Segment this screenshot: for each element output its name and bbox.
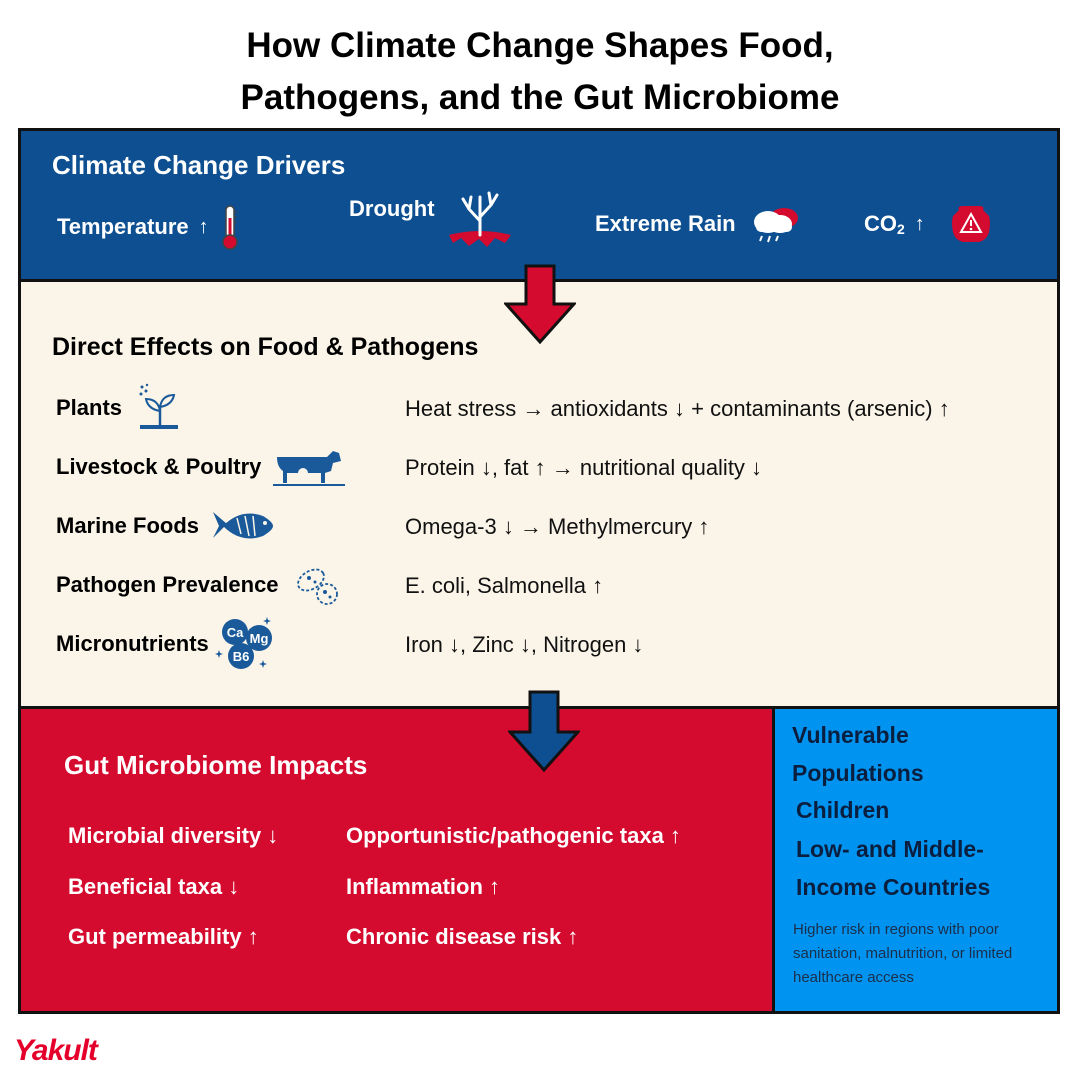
dead-tree-icon (448, 191, 511, 247)
driver-label: Extreme Rain (595, 211, 736, 236)
row-label: Micronutrients (56, 631, 209, 656)
title-line-2: Pathogens, and the Gut Microbiome (240, 78, 840, 117)
row-label: Marine Foods (56, 513, 200, 538)
vulnerable-heading: Vulnerable Populations (792, 722, 924, 786)
vulnerable-populations-panel (772, 706, 1060, 1014)
gut-impacts-panel (18, 706, 775, 1014)
driver-extreme-rain: Extreme Rain (595, 204, 802, 244)
driver-label: Temperature (57, 214, 189, 239)
vulnerable-note: Higher risk in regions with poor sanitat… (793, 921, 1013, 986)
climate-drivers-panel (18, 128, 1060, 282)
drivers-heading: Climate Change Drivers (52, 150, 346, 180)
gut-impact-item: Microbial diversity ↓ (68, 823, 279, 848)
effect-text-plants: Heat stress → antioxidants ↓ + contamina… (405, 396, 950, 421)
mineral-b6-label: B6 (232, 649, 249, 664)
page-title: How Climate Change Shapes Food, Pathogen… (0, 20, 1080, 124)
gut-impact-item: Chronic disease risk ↑ (346, 924, 579, 949)
effect-text-micronutrients: Iron ↓, Zinc ↓, Nitrogen ↓ (405, 632, 644, 657)
rain-cloud-icon (753, 208, 798, 243)
down-arrow-blue-icon (508, 690, 580, 772)
gut-heading: Gut Microbiome Impacts (64, 750, 368, 780)
up-arrow-icon: ↑ (914, 212, 925, 235)
gut-impact-item: Gut permeability ↑ (68, 924, 259, 949)
row-label: Livestock & Poultry (56, 454, 262, 479)
livestock-icon (273, 451, 346, 486)
yakult-logo: Yakult (14, 1034, 98, 1067)
fish-icon (213, 512, 274, 539)
direct-effects-panel (18, 279, 1060, 709)
driver-co2: CO2 ↑ (864, 204, 993, 244)
effect-text-livestock: Protein ↓, fat ↑ → nutritional quality ↓ (405, 455, 763, 480)
row-label: Pathogen Prevalence (56, 572, 279, 597)
co2-warning-icon (951, 206, 990, 242)
effect-row-plants: Plants (56, 383, 184, 429)
down-arrow-red-icon (504, 264, 576, 344)
minerals-icon: Ca Mg B6 (214, 617, 272, 669)
mineral-ca-label: Ca (226, 625, 243, 640)
gut-impact-item: Beneficial taxa ↓ (68, 874, 240, 899)
driver-label: Drought (349, 196, 435, 221)
effect-text-marine: Omega-3 ↓ → Methylmercury ↑ (405, 514, 710, 539)
effect-text-pathogens: E. coli, Salmonella ↑ (405, 573, 604, 598)
mineral-mg-label: Mg (249, 631, 268, 646)
vulnerable-item-children: Children (796, 797, 890, 823)
effect-row-pathogens: Pathogen Prevalence (56, 565, 341, 605)
up-arrow-icon: ↑ (198, 215, 209, 238)
driver-label: CO2 (864, 211, 905, 237)
plant-sprout-icon (139, 383, 179, 429)
vulnerable-item-lmic: Low- and Middle-Income Countries (796, 836, 991, 900)
gut-impact-item: Opportunistic/pathogenic taxa ↑ (346, 823, 681, 848)
row-label: Plants (56, 395, 123, 420)
title-line-1: How Climate Change Shapes Food, (246, 26, 834, 65)
effects-heading: Direct Effects on Food & Pathogens (52, 333, 479, 361)
driver-temperature: Temperature ↑ (57, 204, 241, 250)
thermometer-icon (221, 205, 238, 250)
effect-row-livestock: Livestock & Poultry (56, 447, 346, 487)
effect-row-marine: Marine Foods (56, 506, 275, 546)
effect-row-micronutrients: Micronutrients Ca Mg B6 (56, 617, 283, 669)
driver-drought: Drought (349, 185, 515, 251)
bacteria-icon (296, 568, 338, 605)
gut-impact-item: Inflammation ↑ (346, 874, 501, 899)
